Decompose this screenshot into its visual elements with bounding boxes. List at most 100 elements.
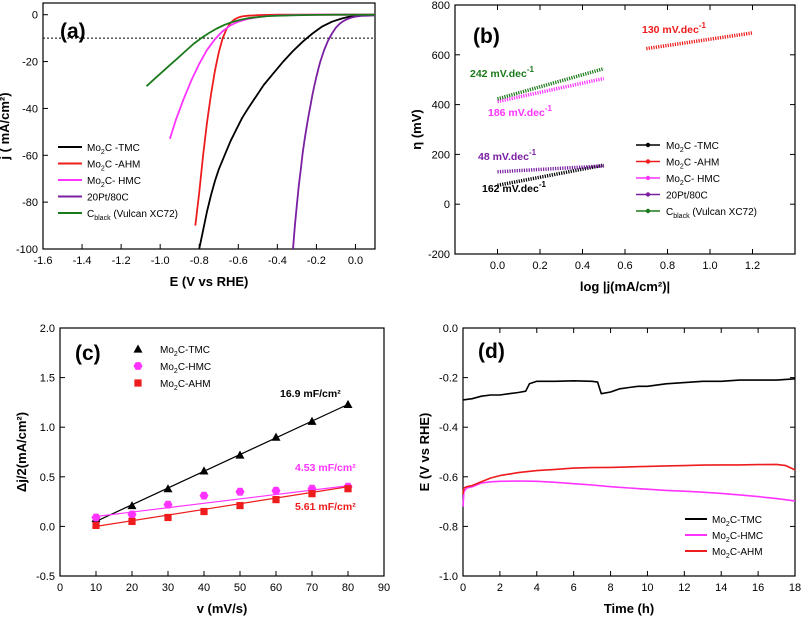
y-axis-label: η (mV) — [409, 109, 424, 149]
x-tick-label: 0.6 — [617, 260, 632, 272]
y-tick-label: 0 — [32, 10, 38, 22]
x-tick-label: 14 — [715, 582, 727, 594]
x-tick-label: 90 — [378, 582, 390, 594]
legend-entry-main: Mo — [666, 174, 680, 185]
legend-entry-main: Mo — [160, 345, 174, 356]
x-axis-label: v (mV/s) — [197, 601, 248, 616]
legend-entry-sub: 2 — [174, 368, 178, 375]
data-point-2 — [92, 521, 100, 530]
panel-label: (b) — [473, 25, 500, 48]
slope-value: 48 mV.dec — [478, 151, 529, 163]
panel-a: -1.6 -1.4 -1.2 -1.0 -0.8 -0.6 -0.4 -0.2 0.0 0 -20 -… — [0, 2, 376, 289]
y-tick-label: 400 — [432, 100, 450, 112]
legend-marker — [645, 159, 651, 164]
y-tick-label: -0.6 — [439, 472, 458, 484]
x-tick-label: -1.0 — [151, 255, 170, 267]
slope-annotation: 186 mV.dec-1 — [488, 104, 552, 119]
y-tick-label: 0.0 — [443, 323, 458, 335]
fit-line-2 — [95, 486, 349, 527]
legend-entry-rest: (Vulcan XC72) — [111, 209, 178, 220]
data-point-0 — [235, 450, 245, 459]
legend-entry-main: Mo — [712, 531, 726, 542]
series-line-2 — [462, 463, 796, 495]
slope-annotation: 162 mV.dec-1 — [482, 180, 546, 195]
capacitance-label: 5.61 mF/cm² — [295, 501, 356, 513]
data-point-0 — [307, 416, 317, 425]
x-tick-label: 80 — [342, 582, 354, 594]
y-tick-label: 200 — [432, 149, 450, 161]
x-tick-label: 60 — [270, 582, 282, 594]
panel-b: 0.0 0.2 0.4 0.6 0.8 1.0 1.2 -200 0 200 400 600 800 lo… — [409, 0, 796, 294]
legend-entry-main: Mo — [87, 176, 101, 187]
x-tick-label: 0.0 — [490, 260, 505, 272]
legend-entry-sub: 2 — [726, 553, 730, 560]
legend-entry-sub: black — [673, 213, 690, 220]
slope-value: 130 mV.dec — [642, 24, 699, 36]
x-axis-label: Time (h) — [604, 601, 654, 616]
legend-entry-main: Mo — [712, 515, 726, 526]
x-tick-label: 70 — [306, 582, 318, 594]
legend-entry-rest: C- HMC — [684, 174, 720, 185]
legend-entry-main: 20Pt/80C — [87, 193, 129, 204]
legend-entry-rest: C-HMC — [178, 362, 211, 373]
legend-entry-rest: C- HMC — [105, 176, 141, 187]
panel-label: (a) — [60, 20, 86, 43]
legend-entry-main: C — [666, 207, 673, 218]
x-tick-label: 0.4 — [575, 260, 590, 272]
slope-value: 242 mV.dec — [470, 68, 527, 80]
legend-entry-rest: C -TMC — [105, 143, 140, 154]
y-tick-label: 0.5 — [40, 472, 55, 484]
data-point-1 — [163, 500, 173, 509]
legend-marker — [133, 362, 143, 370]
x-tick-label: 0.8 — [660, 260, 675, 272]
legend-marker — [134, 379, 142, 387]
data-point-2 — [272, 496, 280, 504]
data-point-2 — [128, 517, 136, 526]
plot-frame — [59, 327, 385, 577]
legend-entry: Mo2C-HMC — [160, 362, 211, 375]
legend-entry: Mo2C -AHM — [87, 160, 140, 173]
y-tick-label: -60 — [22, 150, 38, 162]
legend-entry: Mo2C-AHM — [712, 547, 763, 560]
legend-entry: Mo2C-AHM — [160, 379, 211, 392]
data-point-1 — [127, 510, 137, 519]
legend-entry-sub: 2 — [726, 521, 730, 528]
y-axis-label: j ( mA/cm²) — [0, 92, 12, 160]
legend-entry-main: Mo — [666, 141, 680, 152]
y-tick-label: -40 — [22, 103, 38, 115]
x-tick-label: 40 — [198, 582, 210, 594]
x-tick-label: 2 — [497, 582, 503, 594]
legend-entry: 20Pt/80C — [87, 193, 129, 204]
legend-entry-main: Mo — [160, 379, 174, 390]
data-point-0 — [271, 432, 281, 441]
x-tick-label: 18 — [789, 582, 801, 594]
legend-entry-rest: C-AHM — [178, 379, 211, 390]
x-tick-label: 16 — [752, 582, 764, 594]
data-point-2 — [308, 490, 316, 498]
x-tick-label: 8 — [607, 582, 613, 594]
y-tick-label: -80 — [22, 197, 38, 209]
panel-label: (c) — [75, 342, 101, 365]
slope-annotation: 242 mV.dec-1 — [470, 65, 534, 80]
tafel-line-1 — [646, 31, 753, 51]
y-tick-label: -0.5 — [36, 571, 55, 583]
x-tick-label: -1.6 — [34, 255, 53, 267]
x-tick-label: -0.6 — [229, 255, 248, 267]
tafel-line-2 — [497, 76, 605, 104]
legend-entry: Mo2C-HMC — [712, 531, 763, 544]
y-tick-label: -0.8 — [439, 521, 458, 533]
legend-entry-sub: 2 — [680, 147, 684, 154]
legend-entry-sub: 2 — [101, 166, 105, 173]
legend-marker — [133, 344, 143, 353]
slope-annotation: 130 mV.dec-1 — [642, 21, 706, 36]
legend-entry-sub: 2 — [680, 164, 684, 171]
legend-entry-sub: 2 — [174, 385, 178, 392]
y-tick-label: -0.4 — [439, 422, 458, 434]
slope-value: 186 mV.dec — [488, 107, 545, 119]
legend-entry-main: C — [87, 209, 94, 220]
data-point-1 — [91, 513, 101, 522]
legend-entry: Cblack (Vulcan XC72) — [87, 209, 178, 222]
legend-marker — [645, 192, 651, 197]
legend-entry-sub: 2 — [726, 537, 730, 544]
